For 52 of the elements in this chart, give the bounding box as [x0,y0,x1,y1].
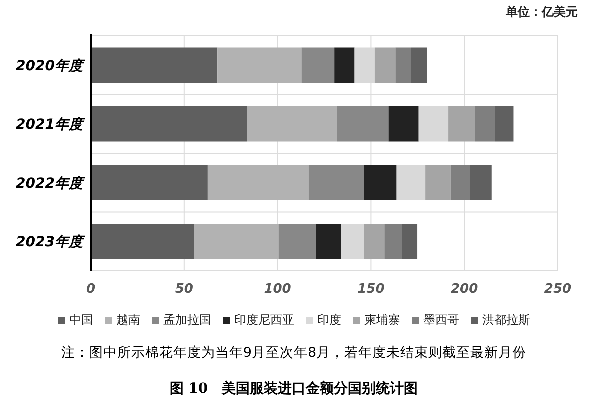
x-tick-label: 100 [264,282,292,297]
bar [337,106,389,142]
bar [208,165,309,200]
bar [194,224,279,260]
x-tick-label: 250 [544,282,572,297]
x-tick-label: 200 [451,282,478,297]
bar [302,48,335,83]
bar [218,48,302,83]
legend-label: 柬埔寨 [364,313,400,327]
bar [334,48,355,83]
bar [396,165,426,200]
bar [384,224,402,260]
text: 注：图中所示棉花年度为当年9月至次年8月，若年度未结束则截至最新月份 [61,345,527,361]
bar [448,106,476,142]
bar [91,224,194,260]
y-tick-label: 2020年度 [16,57,86,74]
legend-label: 中国 [70,313,94,327]
bar [388,106,419,142]
bar [341,224,364,260]
legend-label: 洪都拉斯 [482,313,530,327]
bar [418,106,449,142]
bar [247,106,338,142]
bar [308,165,364,200]
bar [91,106,248,142]
y-tick-label: 2022年度 [16,174,86,192]
bar [411,48,428,83]
bar [278,224,316,260]
bar [402,224,418,260]
bar [396,48,412,83]
bar [316,224,342,260]
x-tick-label: 50 [175,282,194,297]
bar [426,165,451,200]
text: 图 10 美国服装进口金额分国别统计图 [170,380,418,397]
text: 单位：亿美元 [505,5,578,19]
legend-label: 越南 [116,313,140,327]
bar [475,106,496,142]
legend-label: 印度尼西亚 [234,313,294,327]
bar [91,165,208,200]
bar [470,165,492,200]
bar [450,165,470,200]
bar [495,106,514,142]
x-tick-label: 150 [358,282,385,297]
y-tick-label: 2021年度 [16,116,86,134]
bar [91,48,218,83]
x-tick-label: 0 [86,282,96,297]
y-tick-label: 2023年度 [16,234,86,251]
legend-label: 孟加拉国 [164,313,212,327]
legend-label: 印度 [318,313,342,327]
legend-label: 墨西哥 [424,313,460,327]
bar [374,48,396,83]
bar [364,224,385,260]
bar [364,165,397,200]
